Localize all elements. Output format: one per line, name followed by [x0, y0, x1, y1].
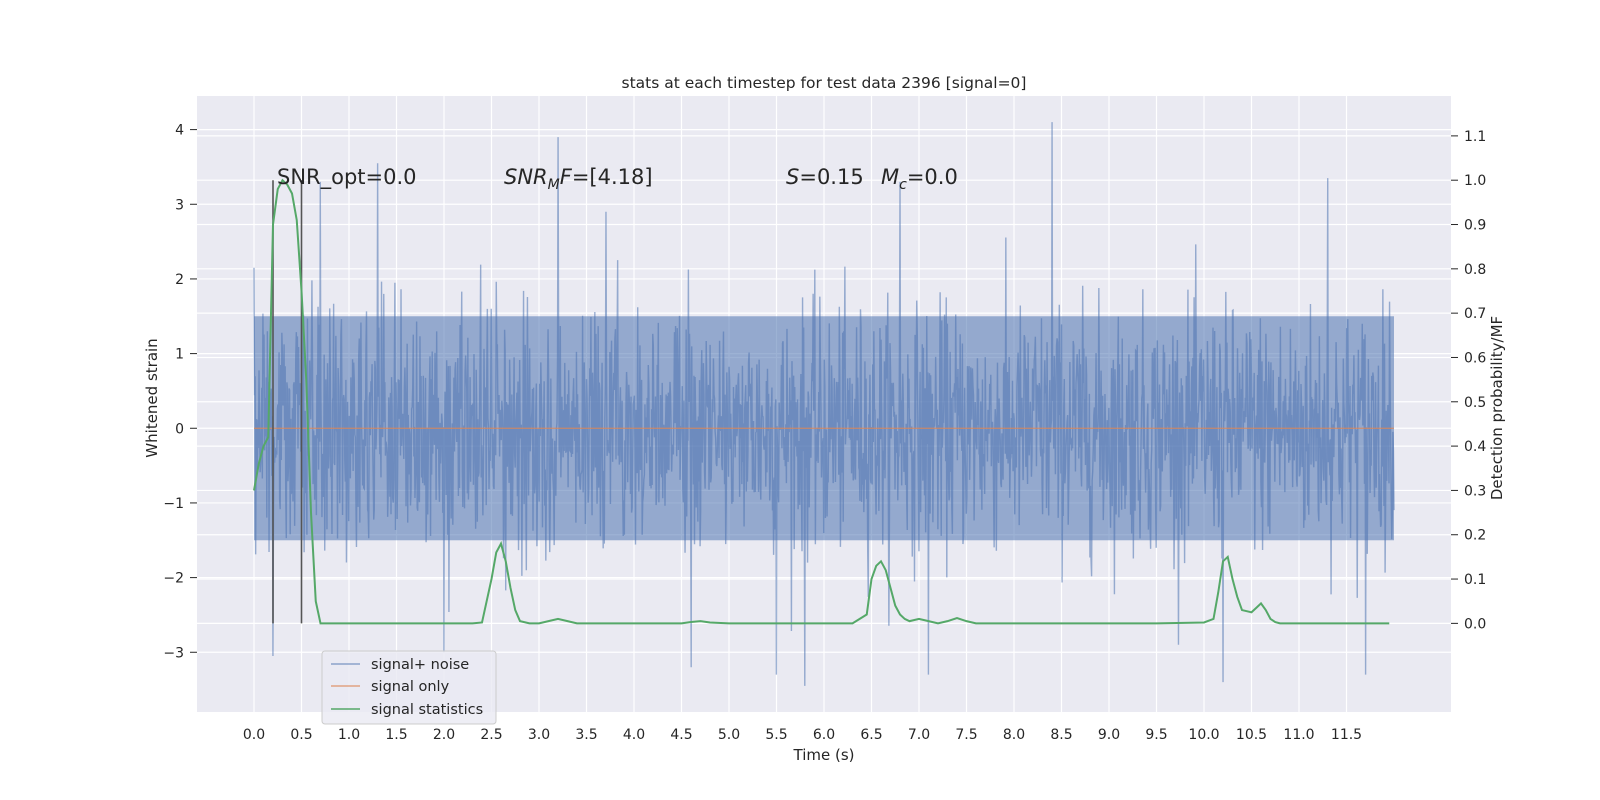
x-tick-label: 1.5 — [385, 727, 407, 743]
s-symbol: S — [786, 165, 799, 189]
x-tick-label: 2.0 — [433, 727, 455, 743]
legend-label-statistics: signal statistics — [371, 702, 483, 718]
y-tick-label: 2 — [175, 272, 184, 288]
chart-title: stats at each timestep for test data 239… — [622, 74, 1027, 92]
y-right-tick-label: 1.1 — [1464, 129, 1486, 145]
mc-value: =0.0 — [907, 165, 958, 189]
y-right-axis-ticks: 1.1 1.0 0.9 0.8 0.7 0.6 0.5 0.4 0.3 0.2 0.1 0.0 — [1451, 129, 1486, 632]
snr-mf-subscript: M — [548, 177, 560, 193]
legend-label-signal-only: signal only — [371, 679, 450, 695]
snr-mf-suffix-symbol: F — [560, 165, 573, 189]
x-tick-label: 11.5 — [1331, 727, 1362, 743]
snr-mf-prefix: SNR — [504, 165, 548, 189]
x-tick-label: 2.5 — [480, 727, 502, 743]
y-right-tick-label: 0.6 — [1464, 350, 1486, 366]
y-tick-label: −1 — [163, 496, 184, 512]
y-right-tick-label: 0.2 — [1464, 528, 1486, 544]
x-tick-label: 5.0 — [718, 727, 740, 743]
x-tick-label: 0.0 — [243, 727, 265, 743]
legend-label-noise: signal+ noise — [371, 657, 469, 673]
annotation-s: S=0.15 — [786, 165, 864, 189]
y-tick-label: 4 — [175, 123, 184, 139]
x-tick-label: 3.5 — [575, 727, 597, 743]
y-tick-label: 1 — [175, 347, 184, 363]
x-tick-label: 9.0 — [1098, 727, 1120, 743]
x-tick-label: 4.5 — [670, 727, 692, 743]
x-tick-label: 5.5 — [765, 727, 787, 743]
y-axis-label: Whitened strain — [143, 338, 161, 457]
y-right-axis-label: Detection probability/MF — [1488, 316, 1506, 500]
y-right-tick-label: 0.9 — [1464, 218, 1486, 234]
x-tick-label: 4.0 — [623, 727, 645, 743]
legend: signal+ noise signal only signal statist… — [321, 650, 497, 725]
x-tick-label: 11.0 — [1283, 727, 1314, 743]
y-right-tick-label: 0.3 — [1464, 483, 1486, 499]
annotation-mc: Mc=0.0 — [881, 165, 958, 193]
y-right-tick-label: 0.5 — [1464, 395, 1486, 411]
y-right-tick-label: 0.8 — [1464, 262, 1486, 278]
annotation-snr-opt: SNR_opt=0.0 — [277, 165, 417, 190]
signal-statistics-line — [253, 178, 1390, 625]
y-right-tick-label: 1.0 — [1464, 173, 1486, 189]
y-tick-label: −2 — [163, 571, 184, 587]
x-tick-label: 8.0 — [1003, 727, 1025, 743]
y-right-tick-label: 0.4 — [1464, 439, 1486, 455]
x-tick-label: 10.0 — [1188, 727, 1219, 743]
x-tick-label: 8.5 — [1050, 727, 1072, 743]
y-tick-label: 0 — [175, 421, 184, 437]
snr-mf-value: =[4.18] — [572, 165, 653, 189]
x-tick-label: 3.0 — [528, 727, 550, 743]
x-axis-ticks: 0.0 0.5 1.0 1.5 2.0 2.5 3.0 3.5 4.0 4.5 5.0 5.5 6.0 6… — [243, 727, 1362, 743]
mc-symbol: M — [881, 165, 899, 189]
y-tick-label: 3 — [175, 197, 184, 213]
s-value: =0.15 — [799, 165, 863, 189]
x-axis-label: Time (s) — [793, 746, 855, 764]
legend-box — [321, 650, 497, 725]
noise-trace — [253, 122, 1395, 686]
annotation-snr-mf: SNRMF=[4.18] — [504, 165, 653, 193]
x-tick-label: 6.0 — [813, 727, 835, 743]
mc-subscript: c — [899, 177, 907, 193]
y-right-tick-label: 0.7 — [1464, 306, 1486, 322]
x-tick-label: 1.0 — [338, 727, 360, 743]
x-tick-label: 10.5 — [1236, 727, 1267, 743]
x-tick-label: 0.5 — [290, 727, 312, 743]
y-right-tick-label: 0.0 — [1464, 616, 1486, 632]
y-tick-label: −3 — [163, 645, 184, 661]
y-right-tick-label: 0.1 — [1464, 572, 1486, 588]
x-tick-label: 6.5 — [860, 727, 882, 743]
y-axis-ticks: 4 3 2 1 0 −1 −2 −3 — [163, 123, 197, 661]
x-tick-label: 7.0 — [908, 727, 930, 743]
x-tick-label: 9.5 — [1145, 727, 1167, 743]
x-tick-label: 7.5 — [955, 727, 977, 743]
